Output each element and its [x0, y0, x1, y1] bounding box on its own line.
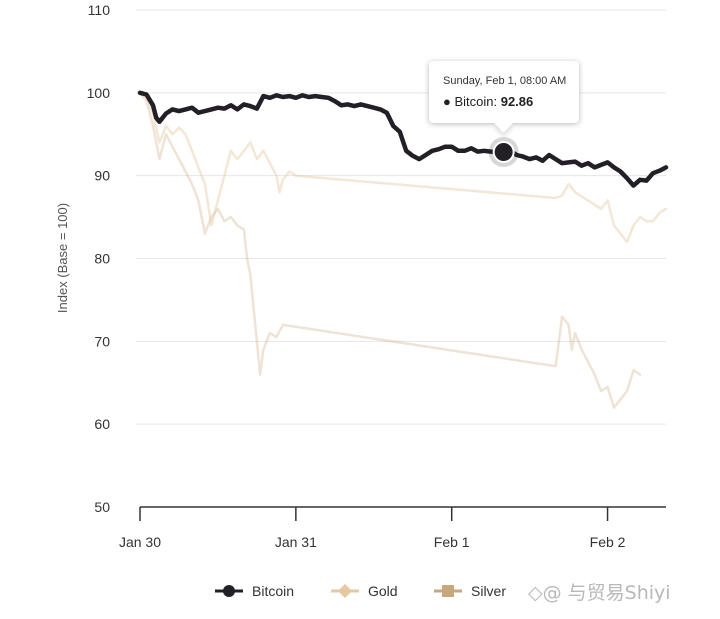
- tooltip-value-line: ● Bitcoin: 92.86: [443, 94, 533, 109]
- y-tick-label: 50: [94, 499, 110, 515]
- series-line-bitcoin: [137, 90, 669, 188]
- grid-lines: [136, 9, 666, 425]
- tooltip-value: 92.86: [500, 94, 534, 109]
- x-tick-label: Feb 1: [434, 534, 470, 550]
- y-tick-label: 100: [87, 85, 111, 101]
- watermark: ◇@ 与贸易Shiyi: [528, 582, 671, 604]
- x-tick-label: Jan 31: [275, 534, 317, 550]
- x-tick-label: Feb 2: [590, 534, 626, 550]
- hover-point: [492, 140, 515, 163]
- tooltip-date: Sunday, Feb 1, 08:00 AM: [443, 75, 567, 87]
- legend-label-bitcoin: Bitcoin: [252, 583, 295, 599]
- y-tick-label: 80: [94, 251, 110, 267]
- legend: Bitcoin Gold Silver: [0, 578, 720, 604]
- hover-marker[interactable]: [488, 136, 519, 167]
- silver-legend-icon: [434, 585, 462, 597]
- x-axis: Jan 30 Jan 31 Feb 1 Feb 2: [119, 506, 666, 550]
- series-lines: [137, 90, 669, 409]
- y-axis-label: Index (Base = 100): [55, 203, 70, 313]
- legend-item-gold[interactable]: Gold: [330, 578, 398, 604]
- tooltip-series-label: ● Bitcoin:: [443, 94, 501, 109]
- y-axis: 50 60 70 80 90 100 110: [87, 2, 111, 515]
- series-line-gold: [138, 91, 668, 244]
- gold-legend-icon: [331, 584, 359, 598]
- y-tick-label: 110: [88, 2, 111, 18]
- series-line-silver: [138, 91, 642, 409]
- tooltip: Sunday, Feb 1, 08:00 AM ● Bitcoin: 92.86: [429, 61, 579, 123]
- bitcoin-legend-icon: [215, 585, 243, 597]
- legend-label-silver: Silver: [471, 583, 507, 599]
- x-tick-label: Jan 30: [119, 534, 161, 550]
- legend-label-gold: Gold: [368, 583, 398, 599]
- y-tick-label: 70: [94, 333, 110, 349]
- legend-item-bitcoin[interactable]: Bitcoin: [214, 578, 294, 604]
- y-tick-label: 90: [94, 168, 110, 184]
- legend-item-silver[interactable]: Silver: [433, 578, 506, 604]
- y-tick-label: 60: [94, 416, 110, 432]
